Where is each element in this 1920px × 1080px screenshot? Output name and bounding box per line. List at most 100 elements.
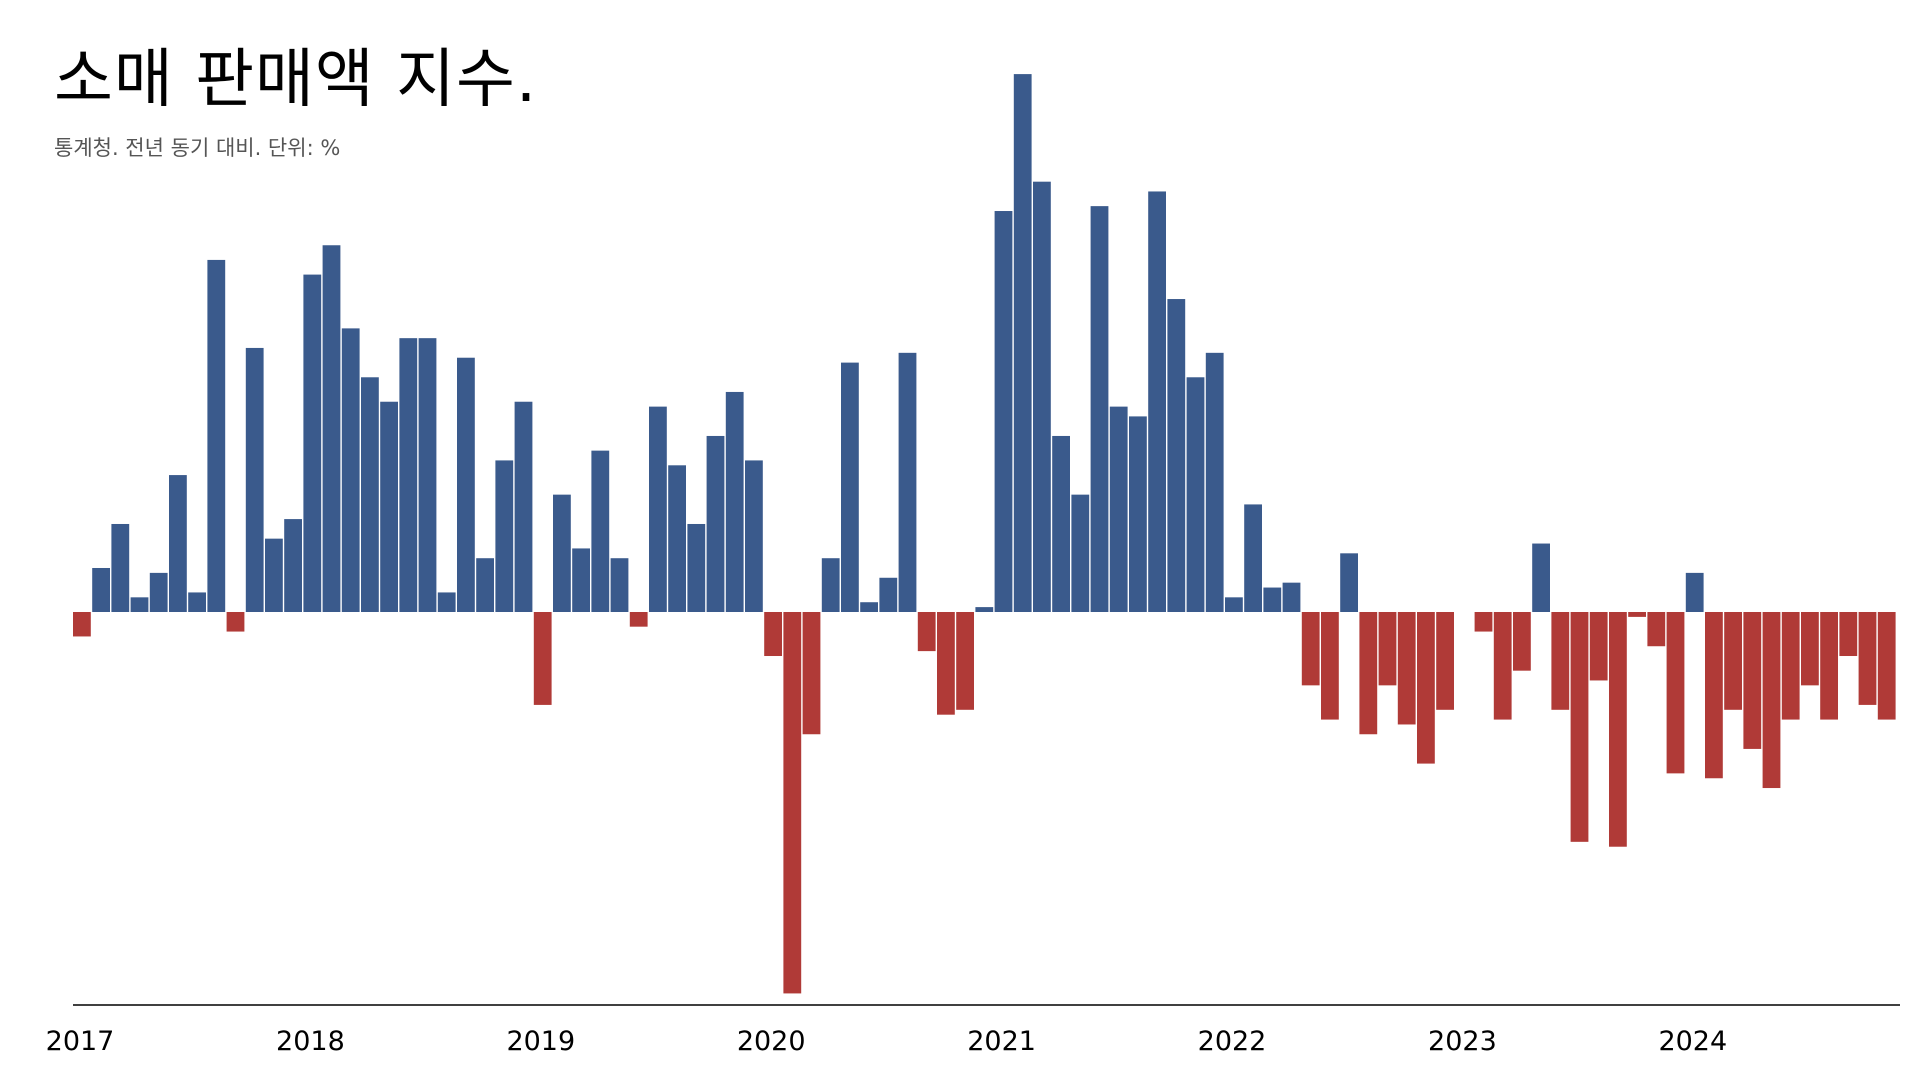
bar-19	[437, 592, 456, 612]
bar-68	[1378, 612, 1397, 686]
bar-67	[1359, 612, 1378, 735]
bar-39	[821, 558, 840, 612]
bar-32	[687, 523, 706, 612]
x-tick-label: 2019	[506, 1026, 575, 1057]
bar-85	[1705, 612, 1723, 779]
bar-70	[1417, 612, 1435, 764]
bar-52	[1071, 494, 1090, 612]
bar-80	[1609, 612, 1627, 847]
x-tick-label: 2022	[1198, 1026, 1267, 1057]
bar-90	[1801, 612, 1819, 686]
bar-11	[284, 519, 302, 612]
bar-71	[1436, 612, 1454, 710]
bar-24	[533, 612, 552, 705]
bar-47	[975, 607, 994, 612]
bar-25	[553, 494, 571, 612]
bar-40	[841, 362, 859, 612]
bar-89	[1781, 612, 1800, 720]
bar-57	[1167, 299, 1186, 612]
bar-65	[1321, 612, 1339, 720]
bar-53	[1090, 206, 1109, 612]
x-tick-label: 2024	[1658, 1026, 1727, 1057]
bar-84	[1685, 572, 1704, 612]
bar-27	[591, 450, 610, 612]
bar-58	[1186, 377, 1205, 612]
bar-46	[956, 612, 974, 710]
bar-36	[764, 612, 782, 657]
bar-12	[303, 274, 322, 612]
bar-87	[1743, 612, 1762, 749]
bar-56	[1148, 191, 1166, 612]
bar-5	[169, 475, 187, 612]
bar-43	[898, 352, 917, 612]
bar-49	[1013, 74, 1032, 613]
bar-33	[706, 435, 725, 612]
bar-86	[1724, 612, 1742, 710]
bar-2	[111, 523, 130, 612]
bar-9	[245, 347, 264, 612]
bar-69	[1397, 612, 1416, 725]
bar-38	[802, 612, 821, 735]
chart-subtitle: 통계청. 전년 동기 대비. 단위: %	[54, 136, 341, 160]
bar-81	[1628, 612, 1646, 617]
bar-37	[783, 612, 802, 994]
bar-6	[188, 592, 206, 612]
bar-45	[937, 612, 955, 715]
bar-48	[994, 211, 1013, 612]
bar-78	[1570, 612, 1589, 842]
bar-59	[1205, 352, 1224, 612]
bar-51	[1052, 435, 1070, 612]
bar-18	[418, 338, 437, 612]
bar-73	[1474, 612, 1493, 632]
bar-22	[495, 460, 514, 612]
bar-4	[149, 572, 168, 612]
bar-35	[745, 460, 763, 612]
bar-61	[1244, 504, 1262, 612]
x-tick-label: 2018	[276, 1026, 345, 1057]
bar-83	[1666, 612, 1685, 774]
bar-31	[668, 465, 686, 612]
bar-30	[649, 406, 667, 612]
bar-94	[1877, 612, 1896, 720]
bar-63	[1282, 582, 1301, 612]
bar-76	[1532, 543, 1550, 612]
bar-1	[92, 567, 110, 612]
bar-60	[1225, 597, 1243, 612]
bar-91	[1820, 612, 1838, 720]
bar-34	[725, 391, 744, 612]
bar-44	[917, 612, 936, 652]
bars-group	[73, 74, 1896, 994]
bar-55	[1129, 416, 1147, 612]
x-tick-label: 2021	[967, 1026, 1036, 1057]
bar-15	[361, 377, 379, 612]
bar-8	[226, 612, 245, 632]
x-tick-label: 2017	[46, 1026, 115, 1057]
bar-74	[1493, 612, 1512, 720]
x-tick-label: 2020	[737, 1026, 806, 1057]
bar-16	[380, 401, 398, 612]
bar-0	[73, 612, 91, 637]
bar-3	[130, 597, 149, 612]
bar-79	[1589, 612, 1608, 681]
x-axis-tick-labels: 2017 2018 2019 2020 2021 2022 2023 2024	[46, 1026, 1728, 1057]
bar-92	[1839, 612, 1858, 657]
bar-26	[572, 548, 590, 612]
bar-13	[322, 245, 341, 612]
bar-54	[1109, 406, 1128, 612]
bar-50	[1033, 181, 1051, 612]
bar-28	[610, 558, 629, 612]
bar-21	[476, 558, 494, 612]
bar-20	[457, 357, 475, 612]
bar-10	[265, 538, 283, 612]
bar-82	[1647, 612, 1666, 647]
bar-42	[879, 577, 898, 612]
bar-88	[1762, 612, 1781, 789]
bar-93	[1858, 612, 1877, 705]
bar-29	[629, 612, 648, 627]
bar-17	[399, 338, 418, 612]
bar-41	[860, 602, 878, 612]
x-tick-label: 2023	[1428, 1026, 1497, 1057]
bar-64	[1301, 612, 1320, 686]
bar-66	[1340, 553, 1358, 612]
